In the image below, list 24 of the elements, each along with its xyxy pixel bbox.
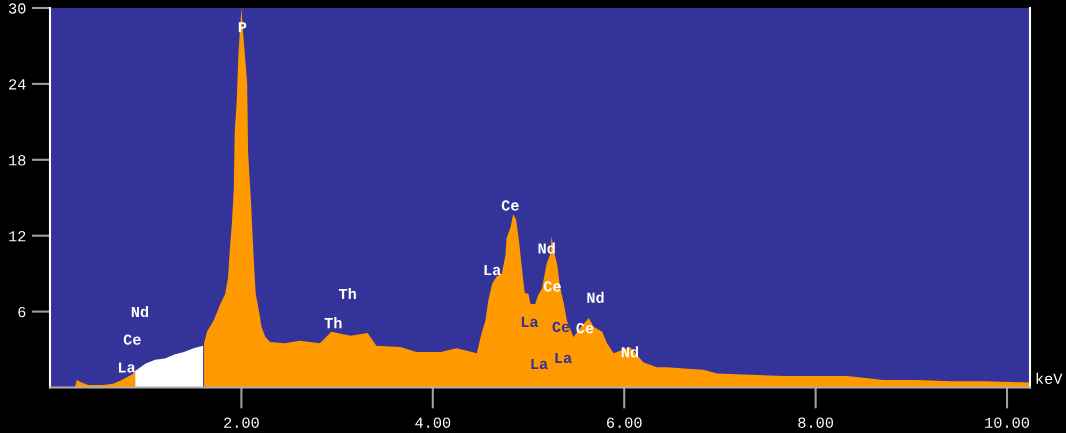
- x-tick-label: 10.00: [985, 417, 1030, 428]
- annotation: Th: [338, 287, 356, 300]
- x-tick-label: 6.00: [607, 417, 642, 428]
- annotation: Ce: [543, 281, 561, 292]
- annotation: La: [531, 358, 548, 370]
- y-tick-label: 12: [9, 231, 26, 242]
- annotation: La: [484, 265, 501, 276]
- y-tick-label: 6: [18, 306, 26, 318]
- x-tick-label: 4.00: [415, 417, 451, 428]
- annotation: La: [521, 316, 539, 328]
- annotation: Ce: [552, 321, 570, 333]
- annotation: Th: [324, 317, 342, 329]
- x-tick-label: 2.00: [224, 417, 259, 428]
- annotation: Ce: [501, 200, 519, 211]
- annotation: La: [118, 362, 136, 373]
- y-tick-label: 24: [9, 79, 26, 90]
- annotation: Nd: [131, 305, 149, 318]
- annotation: La: [555, 352, 572, 364]
- annotation: Nd: [587, 291, 604, 303]
- x-tick-label: 8.00: [798, 417, 834, 428]
- y-tick-label: 30: [9, 3, 26, 14]
- annotation: Ce: [123, 334, 141, 345]
- x-axis-title: keV: [1036, 372, 1063, 385]
- y-tick-label: 18: [9, 155, 26, 166]
